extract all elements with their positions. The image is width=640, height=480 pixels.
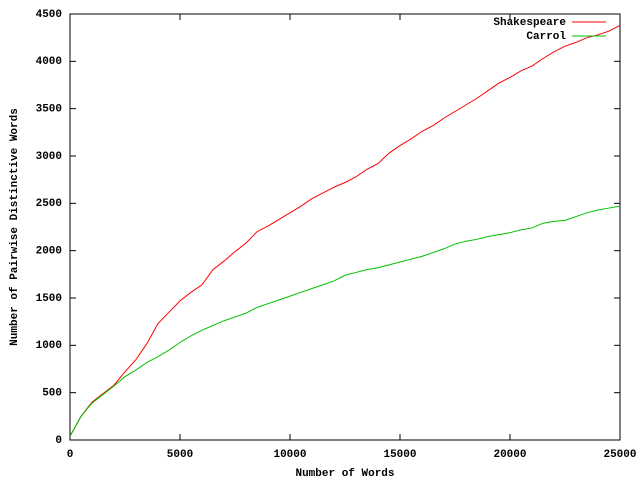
x-tick-label: 20000 — [493, 449, 526, 461]
x-axis-label: Number of Words — [295, 468, 394, 480]
y-tick-label: 1500 — [36, 293, 62, 305]
y-tick-label: 2500 — [36, 198, 62, 210]
x-tick-label: 25000 — [603, 449, 636, 461]
x-tick-label: 10000 — [273, 449, 306, 461]
y-tick-label: 500 — [42, 388, 62, 400]
y-tick-label: 3500 — [36, 104, 62, 116]
data-line — [69, 205, 621, 437]
y-tick-label: 4000 — [36, 56, 62, 68]
legend-label: Carrol — [526, 31, 566, 43]
y-tick-label: 3000 — [36, 151, 62, 163]
y-tick-label: 2000 — [36, 246, 62, 258]
legend-label: Shakespeare — [493, 17, 566, 29]
y-axis-label: Number of Pairwise Distinctive Words — [9, 108, 21, 346]
y-tick-label: 1000 — [36, 340, 62, 352]
y-tick-label: 0 — [55, 435, 62, 447]
y-tick-label: 4500 — [36, 9, 62, 21]
plot-frame — [69, 13, 621, 441]
x-tick-label: 15000 — [383, 449, 416, 461]
data-line — [69, 24, 621, 437]
x-tick-label: 5000 — [167, 449, 193, 461]
x-tick-label: 0 — [67, 449, 74, 461]
